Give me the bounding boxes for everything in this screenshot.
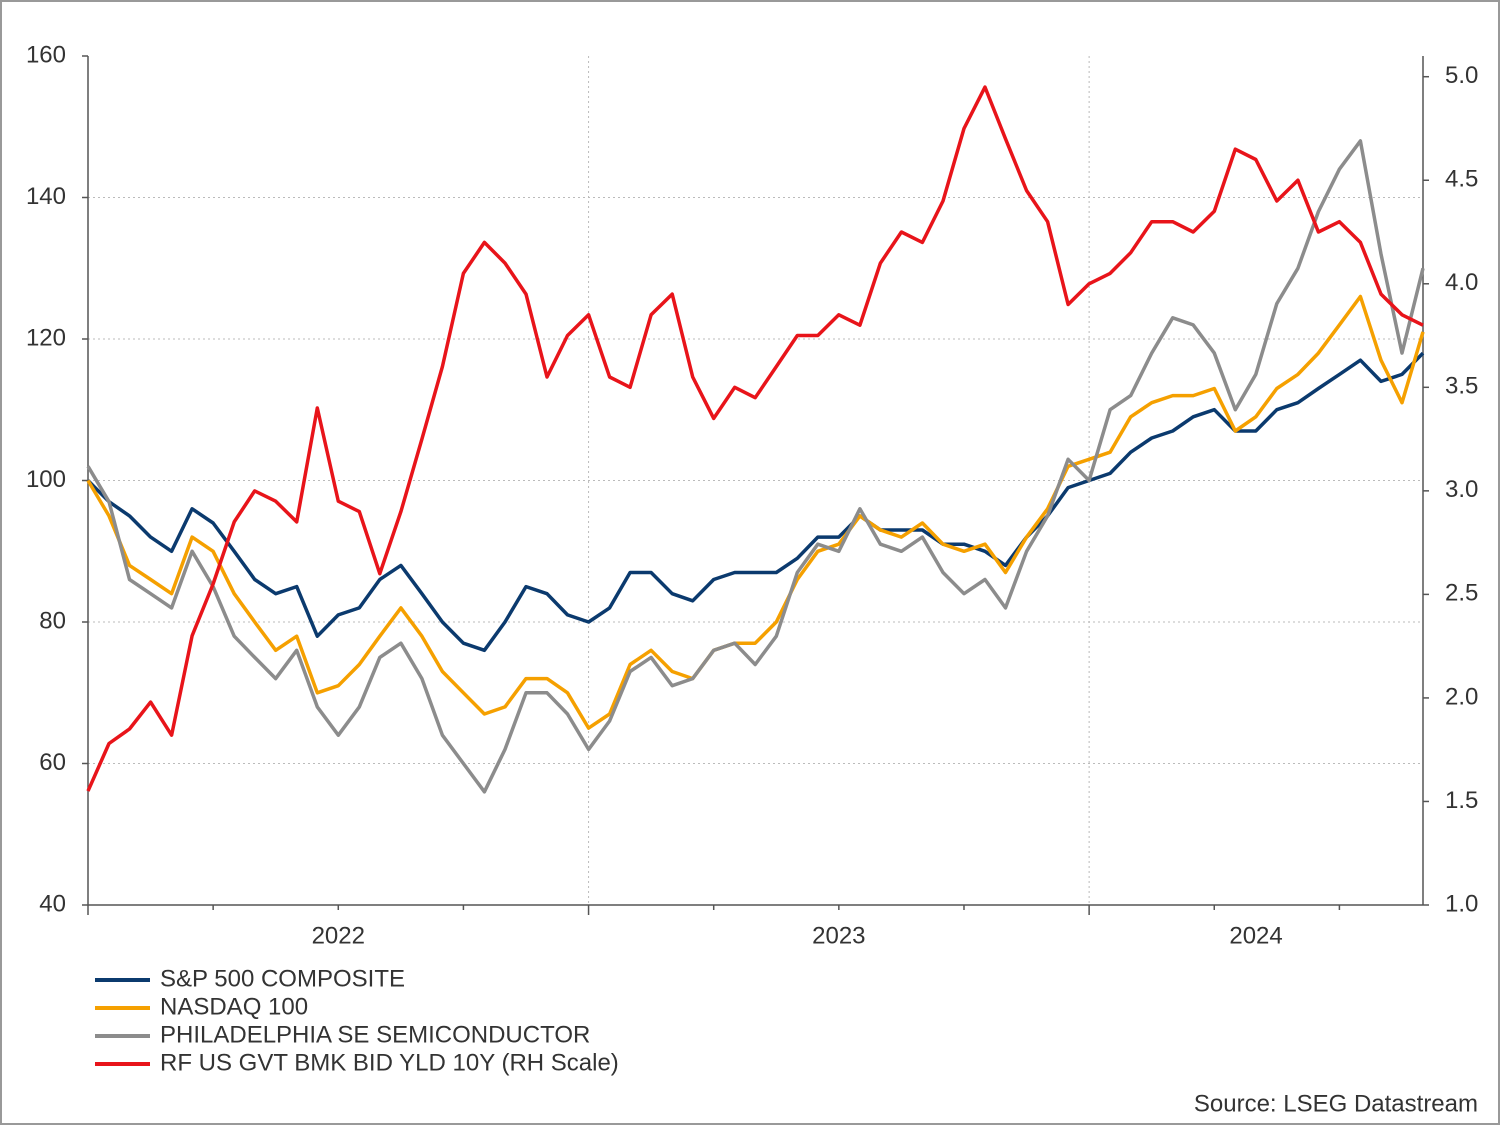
y-tick-label: 60: [39, 749, 66, 776]
y2-tick-label: 3.5: [1445, 373, 1478, 400]
y-tick-label: 120: [26, 324, 66, 351]
legend-label: PHILADELPHIA SE SEMICONDUCTOR: [160, 1021, 590, 1048]
y2-tick-label: 2.5: [1445, 580, 1478, 607]
x-tick-label: 2022: [312, 922, 365, 949]
y2-tick-label: 4.0: [1445, 269, 1478, 296]
y-tick-label: 40: [39, 890, 66, 917]
legend-label: S&P 500 COMPOSITE: [160, 965, 405, 992]
series-line: [86, 294, 1425, 730]
legend-label: NASDAQ 100: [160, 993, 308, 1020]
y2-tick-label: 3.0: [1445, 476, 1478, 503]
x-tick-label: 2023: [812, 922, 865, 949]
y-tick-label: 140: [26, 183, 66, 210]
y2-tick-label: 1.5: [1445, 787, 1478, 814]
source-note: Source: LSEG Datastream: [1194, 1090, 1478, 1117]
y-tick-label: 100: [26, 466, 66, 493]
y-tick-label: 80: [39, 607, 66, 634]
y2-tick-label: 1.0: [1445, 890, 1478, 917]
x-tick-label: 2024: [1229, 922, 1282, 949]
y-tick-label: 160: [26, 41, 66, 68]
legend-label: RF US GVT BMK BID YLD 10Y (RH Scale): [160, 1049, 619, 1076]
series-line: [86, 351, 1425, 653]
y2-tick-label: 2.0: [1445, 683, 1478, 710]
y2-tick-label: 5.0: [1445, 62, 1478, 89]
series-line: [86, 139, 1425, 794]
y2-tick-label: 4.5: [1445, 166, 1478, 193]
series-line: [86, 85, 1424, 792]
